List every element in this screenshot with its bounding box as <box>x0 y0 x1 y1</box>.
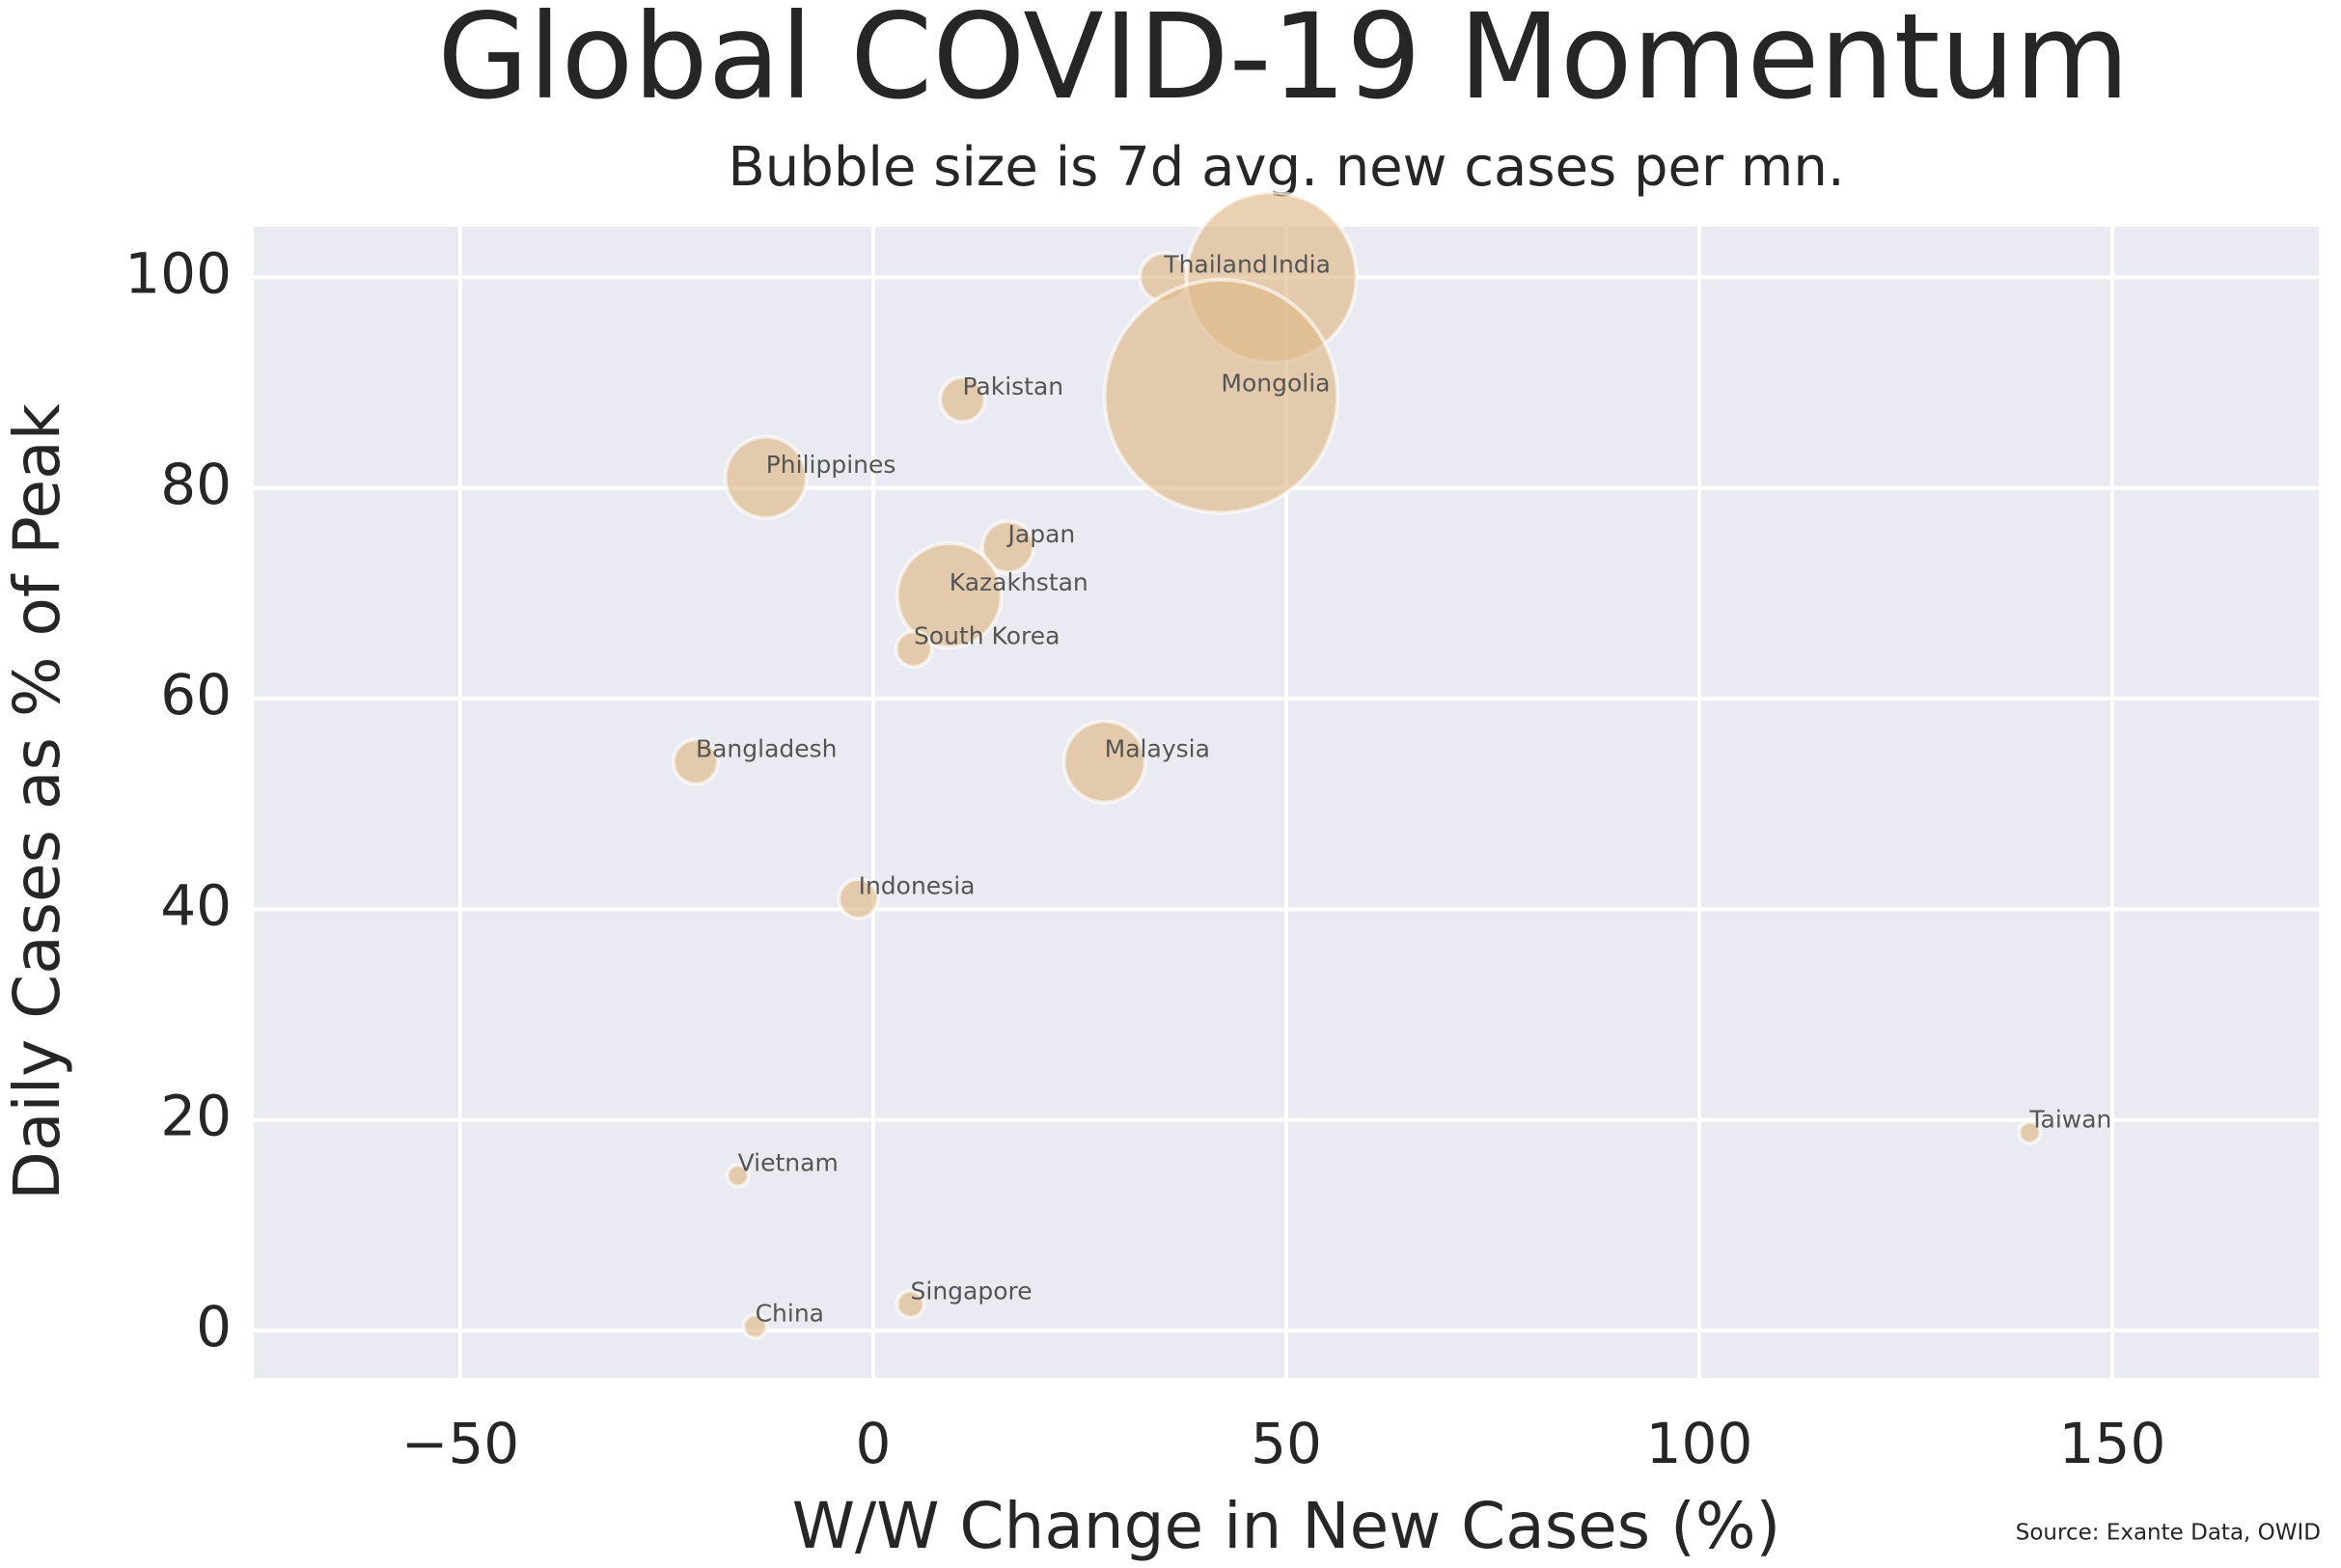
bubble <box>894 629 934 670</box>
bubble <box>723 434 809 520</box>
point-label: Vietnam <box>738 1148 839 1176</box>
point-label: Japan <box>1006 520 1076 548</box>
point-label: China <box>756 1300 824 1328</box>
y-tick-label: 0 <box>196 1294 232 1360</box>
y-tick-label: 60 <box>160 662 232 728</box>
bubble <box>1102 277 1340 515</box>
source-note: Source: Exante Data, OWID <box>2016 1521 2321 1546</box>
x-tick-label: 50 <box>1251 1411 1322 1476</box>
bubble <box>837 877 880 921</box>
point-label: Indonesia <box>859 871 976 899</box>
bubble <box>671 737 721 786</box>
y-axis-label: Daily Cases as % of Peak <box>0 402 74 1199</box>
bubble <box>895 1288 926 1320</box>
y-tick-label: 20 <box>160 1084 232 1149</box>
bubble <box>938 374 987 425</box>
point-label: Kazakhstan <box>950 568 1088 596</box>
x-tick-label: 0 <box>856 1411 892 1476</box>
bubble <box>2017 1119 2043 1145</box>
x-tick-label: 150 <box>2059 1411 2166 1476</box>
point-label: Thailand <box>1163 250 1267 278</box>
point-label: Singapore <box>911 1278 1033 1306</box>
bubble <box>725 1163 751 1189</box>
y-tick-label: 80 <box>160 452 232 517</box>
bubble <box>1061 719 1147 805</box>
chart-title: Global COVID-19 Momentum <box>437 0 2130 125</box>
point-label: Taiwan <box>2028 1106 2111 1134</box>
point-label: Bangladesh <box>696 734 838 762</box>
point-label: Mongolia <box>1221 370 1330 398</box>
bubble <box>895 541 1004 650</box>
x-tick-label: 100 <box>1646 1411 1753 1476</box>
x-axis-label: W/W Change in New Cases (%) <box>792 1489 1781 1563</box>
bubble <box>741 1312 769 1340</box>
point-label: India <box>1272 250 1331 278</box>
bubble <box>979 519 1036 575</box>
point-label: Philippines <box>766 451 896 479</box>
point-label: South Korea <box>914 622 1060 650</box>
chart-subtitle: Bubble size is 7d avg. new cases per mn. <box>728 136 1844 199</box>
point-label: Malaysia <box>1105 734 1210 762</box>
y-tick-label: 100 <box>124 241 232 307</box>
y-tick-label: 40 <box>160 872 232 938</box>
point-label: Pakistan <box>962 372 1063 400</box>
x-tick-label: −50 <box>401 1411 519 1476</box>
